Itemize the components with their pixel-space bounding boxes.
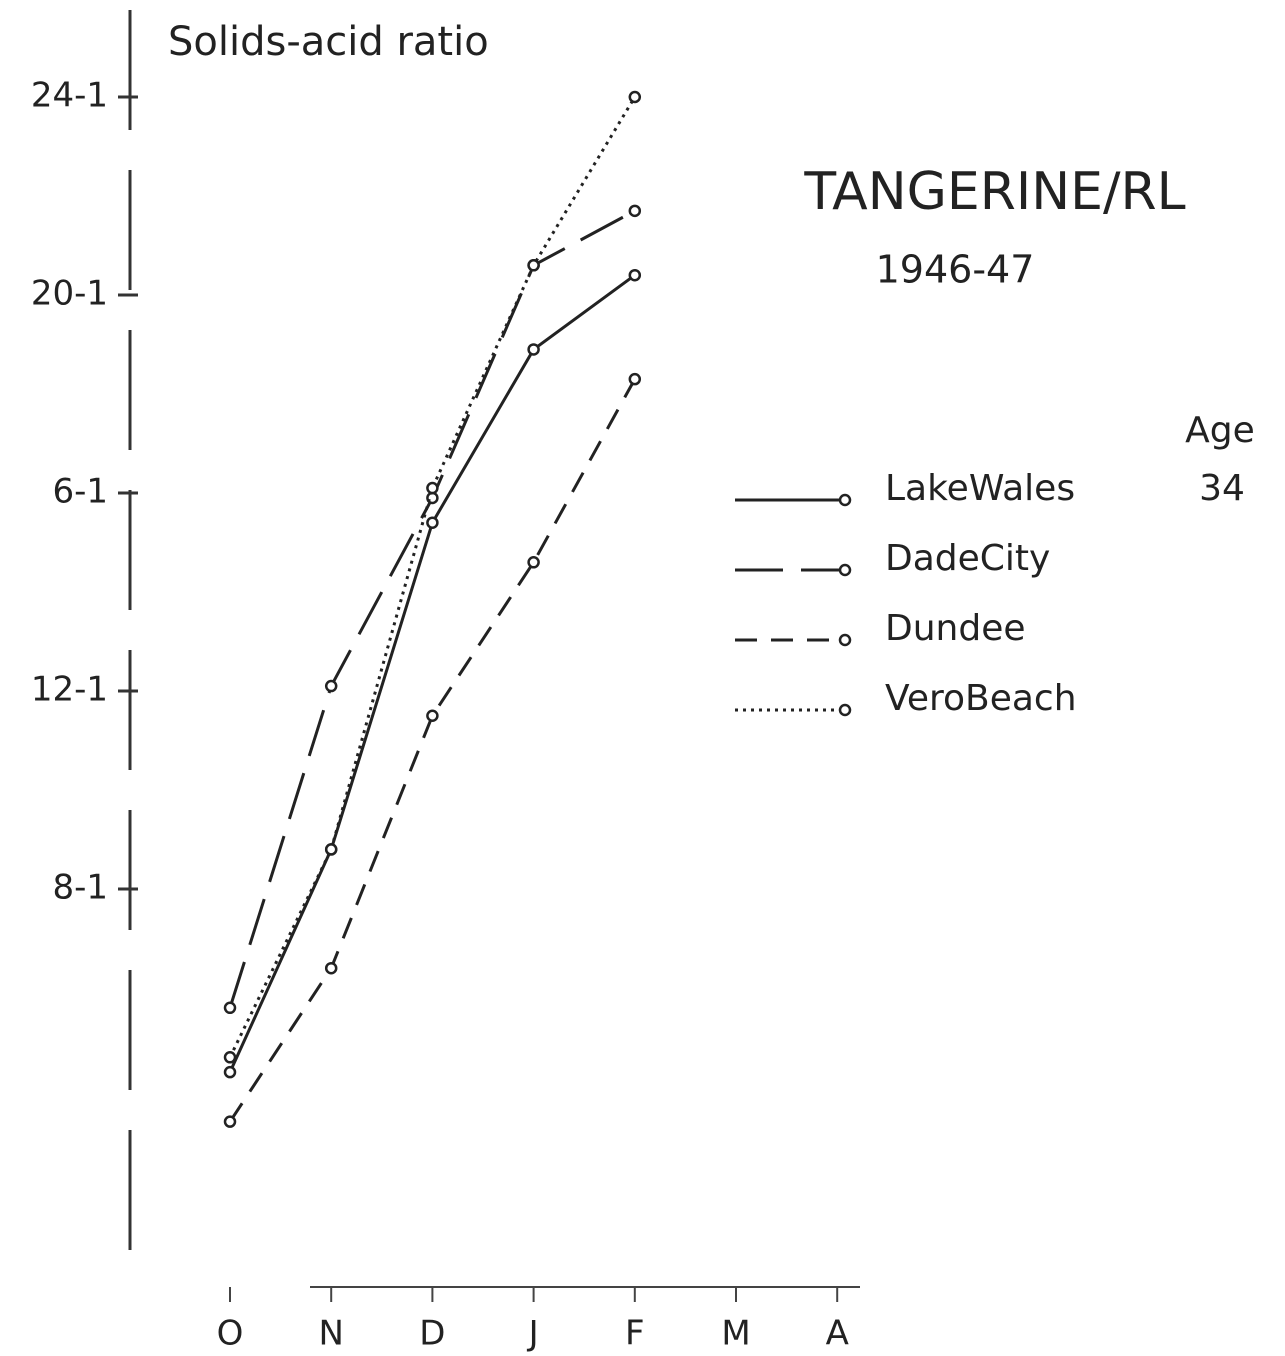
point [223,1065,237,1079]
point [324,961,338,975]
y-tick-label: 12-1 [31,670,108,710]
point [527,259,540,272]
point [527,556,540,569]
point [223,1115,237,1128]
point [223,1051,237,1064]
point [223,1001,237,1015]
x-tick-label: O [217,1314,244,1354]
point [628,90,642,104]
point [426,516,439,529]
legend-label: VeroBeach [885,678,1077,719]
x-tick-label: F [625,1314,645,1354]
point [628,268,642,282]
y-tick-label: 6-1 [52,472,108,512]
point [628,204,642,218]
x-tick-label: N [318,1314,343,1354]
y-tick-label: 20-1 [31,274,108,314]
chart-subtitle: 1946-47 [876,248,1035,292]
series-line [228,273,636,1073]
point [628,372,642,386]
annotation: Age [1185,410,1255,451]
x-tick-label: J [527,1314,539,1354]
series-line [228,96,637,1058]
y-axis-label: Solids-acid ratio [168,19,489,65]
legend-marker [838,563,852,577]
legend-label: Dundee [885,608,1026,649]
x-tick-label: M [721,1314,750,1354]
point [426,481,439,495]
legend-label: DadeCity [885,538,1050,579]
point [426,709,439,722]
y-tick-label: 24-1 [31,76,108,116]
point [324,679,338,693]
x-tick-label: A [826,1314,849,1354]
chart-title: TANGERINE/RL [803,162,1185,222]
y-tick-label: 8-1 [52,868,108,908]
point [324,843,338,856]
legend-marker [838,493,852,507]
series-line [228,378,637,1123]
legend-marker [838,703,852,717]
x-tick-label: D [419,1314,445,1354]
annotation: 34 [1199,468,1245,509]
series-line [228,209,636,1009]
legend-marker [838,633,852,647]
legend-label: LakeWales [885,468,1075,509]
point [527,343,540,356]
